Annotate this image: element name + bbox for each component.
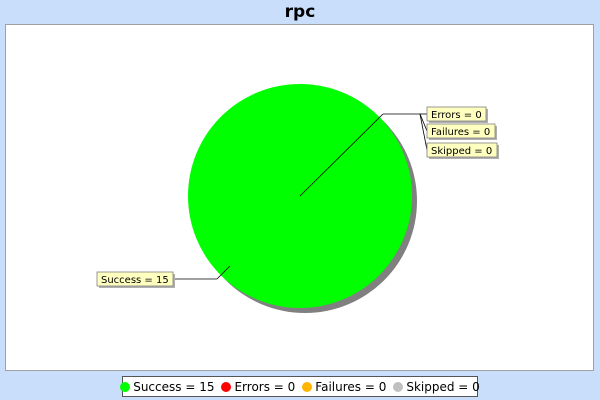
callout-success: Success = 15 [96, 271, 175, 288]
legend-swatch-errors [221, 381, 232, 392]
callout-tail-skipped [419, 113, 428, 151]
legend-label-errors: Errors = 0 [234, 379, 296, 394]
legend-item-skipped: Skipped = 0 [393, 379, 480, 394]
legend: Success = 15 Errors = 0 Failures = 0 Ski… [120, 376, 480, 397]
callout-skipped-box [426, 142, 498, 158]
legend-swatch-skipped [393, 381, 404, 392]
legend-label-success: Success = 15 [133, 379, 215, 394]
callout-line-errors [299, 113, 384, 197]
legend-item-failures: Failures = 0 [302, 380, 386, 394]
legend-label-skipped: Skipped = 0 [406, 379, 480, 394]
callout-tail-failures [419, 113, 428, 132]
legend-swatch-failures [302, 381, 313, 392]
callout-success-text: Success = 15 [101, 275, 169, 286]
legend-label-failures: Failures = 0 [315, 379, 387, 394]
callout-line-success [216, 265, 231, 280]
legend-swatch-success [120, 381, 131, 392]
callout-failures-text: Failures = 0 [431, 127, 490, 138]
callout-errors-box [426, 106, 487, 122]
legend-item-errors: Errors = 0 [221, 380, 295, 394]
callout-errors: Errors = 0 [426, 106, 488, 123]
chart-title: rpc [284, 2, 316, 22]
callout-failures: Failures = 0 [426, 123, 497, 140]
callout-errors-text: Errors = 0 [431, 110, 482, 121]
callout-success-box [96, 271, 174, 287]
legend-item-success: Success = 15 [120, 380, 214, 394]
callout-skipped-text: Skipped = 0 [431, 146, 492, 157]
callout-failures-box [426, 123, 496, 139]
callout-skipped: Skipped = 0 [426, 142, 499, 159]
